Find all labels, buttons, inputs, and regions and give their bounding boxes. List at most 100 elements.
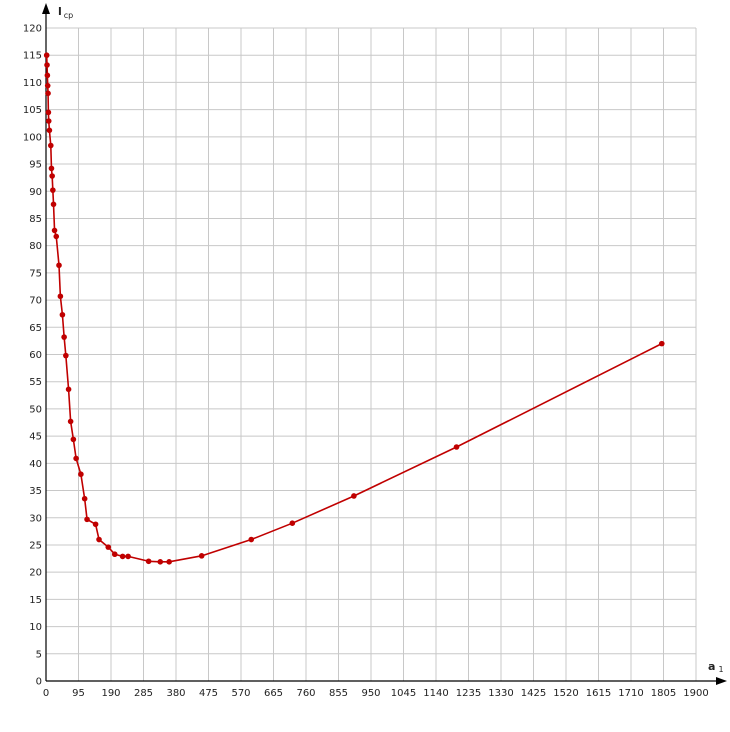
x-tick-label: 1710	[618, 688, 643, 699]
data-point	[81, 495, 88, 502]
data-point	[70, 436, 77, 443]
data-point	[43, 52, 50, 59]
data-point	[119, 553, 126, 560]
data-point	[50, 201, 57, 208]
x-tick-label: 855	[329, 688, 348, 699]
x-tick-label: 95	[72, 688, 85, 699]
y-axis-title: l cp	[58, 5, 73, 20]
y-tick-label: 30	[29, 513, 42, 524]
data-point	[145, 558, 152, 565]
x-tick-label: 1425	[521, 688, 546, 699]
x-tick-label: 1045	[391, 688, 416, 699]
y-tick-label: 50	[29, 404, 42, 415]
y-tick-label: 75	[29, 268, 42, 279]
x-tick-label: 1805	[651, 688, 676, 699]
axes	[42, 3, 727, 685]
data-point	[61, 334, 67, 340]
x-tick-label: 665	[264, 688, 283, 699]
x-axis-arrow-icon	[716, 677, 727, 685]
y-tick-label: 85	[29, 214, 42, 225]
data-point	[53, 233, 60, 240]
data-point	[51, 227, 58, 234]
data-point	[57, 293, 64, 300]
y-tick-label: 0	[36, 677, 42, 688]
y-tick-label: 80	[29, 241, 42, 252]
data-point	[56, 262, 62, 269]
y-tick-label: 110	[23, 78, 42, 89]
y-tick-label: 35	[29, 486, 42, 497]
x-tick-label: 190	[101, 688, 120, 699]
x-tick-label: 475	[199, 688, 218, 699]
data-point	[78, 471, 84, 478]
data-point	[44, 62, 50, 68]
y-tick-label: 90	[29, 187, 42, 198]
y-tick-label: 115	[23, 51, 42, 62]
data-point	[658, 340, 665, 347]
x-tick-label: 1235	[456, 688, 481, 699]
data-point	[248, 536, 255, 543]
data-point	[65, 386, 72, 393]
y-tick-label: 55	[29, 377, 42, 388]
data-point	[111, 551, 118, 558]
data-point	[105, 544, 112, 550]
data-point	[453, 444, 460, 450]
data-point	[44, 82, 51, 89]
x-tick-label: 285	[134, 688, 153, 699]
y-tick-label: 20	[29, 568, 42, 579]
data-point	[59, 311, 66, 318]
data-point	[45, 109, 52, 116]
y-tick-label: 100	[23, 132, 42, 143]
x-tick-label: 1520	[553, 688, 578, 699]
x-tick-label: 950	[361, 688, 380, 699]
data-point	[84, 516, 90, 523]
data-point	[92, 521, 99, 528]
x-tick-label: 1140	[423, 688, 448, 699]
x-tick-label: 0	[43, 688, 49, 699]
axis-titles: l cp a 1	[58, 5, 724, 674]
y-tick-label: 40	[29, 459, 42, 470]
data-point	[49, 173, 55, 179]
data-point	[166, 559, 172, 565]
data-point	[198, 553, 205, 559]
data-point	[67, 418, 74, 425]
grid	[46, 27, 697, 681]
data-point	[125, 553, 131, 560]
data-point	[48, 165, 55, 172]
y-tick-label: 65	[29, 323, 42, 334]
series-line	[45, 55, 663, 563]
y-tick-label: 10	[29, 622, 42, 633]
x-tick-label: 760	[296, 688, 315, 699]
data-point	[44, 72, 51, 79]
y-tick-label: 105	[23, 105, 42, 116]
data-series	[43, 52, 665, 565]
x-tick-label: 1900	[683, 688, 708, 699]
data-point	[46, 127, 53, 134]
y-axis-arrow-icon	[42, 3, 50, 14]
y-tick-label: 95	[29, 160, 42, 171]
y-tick-label: 25	[29, 540, 42, 551]
x-tick-label: 1615	[586, 688, 611, 699]
y-tick-label: 70	[29, 296, 42, 307]
y-tick-label: 5	[36, 649, 42, 660]
y-tick-label: 15	[29, 595, 42, 606]
y-tick-label: 120	[23, 24, 42, 35]
x-tick-label: 570	[231, 688, 250, 699]
data-point	[289, 520, 296, 526]
data-point	[63, 352, 69, 359]
data-point	[45, 118, 52, 124]
y-tick-label: 60	[29, 350, 42, 361]
data-point	[45, 90, 51, 97]
y-tick-label: 45	[29, 432, 42, 443]
x-tick-label: 380	[166, 688, 185, 699]
x-tick-label: 1330	[488, 688, 513, 699]
data-point	[96, 536, 102, 543]
tick-labels: 0 95 190 285 380 475 570 665 760 855 950 1045 1140 12…	[23, 24, 709, 700]
data-point	[50, 187, 56, 193]
data-point	[157, 559, 164, 565]
data-point	[73, 455, 79, 462]
data-point	[351, 493, 357, 499]
data-point	[47, 142, 54, 149]
